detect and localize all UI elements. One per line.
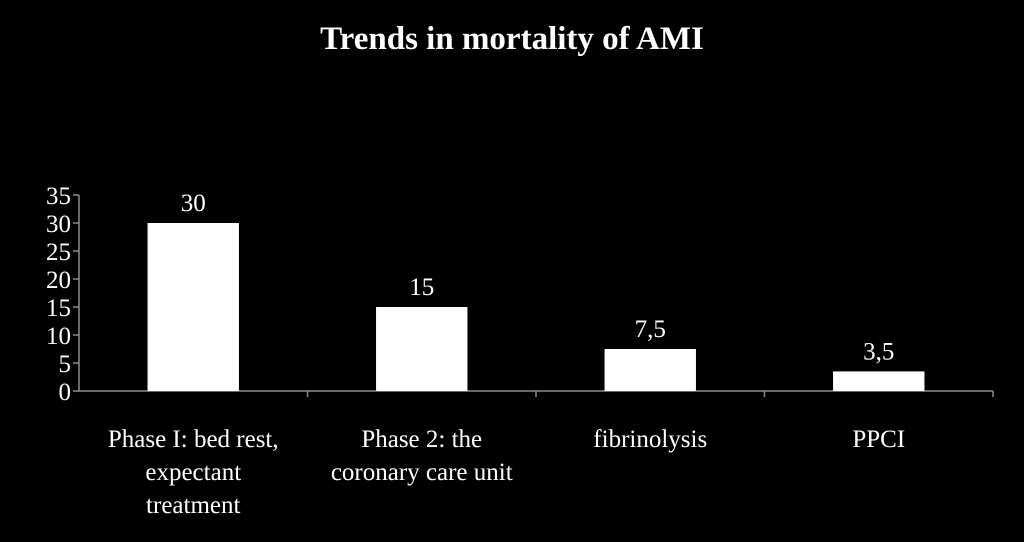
- y-tick-label: 20: [46, 267, 71, 294]
- category-label: PPCI: [852, 426, 905, 453]
- data-label: 15: [409, 274, 434, 301]
- category-label: Phase 2: the coronary care unit: [331, 426, 513, 486]
- bar: [604, 349, 696, 391]
- category-label: fibrinolysis: [593, 426, 707, 453]
- data-label: 7,5: [635, 316, 666, 343]
- bar: [147, 223, 239, 391]
- y-tick-label: 0: [59, 379, 72, 406]
- y-tick-label: 10: [46, 323, 71, 350]
- data-label: 30: [181, 190, 206, 217]
- y-tick-label: 25: [46, 239, 71, 266]
- category-label: Phase I: bed rest, expectant treatment: [108, 426, 279, 519]
- bars: [147, 223, 925, 391]
- bar: [833, 371, 925, 391]
- labels: 30 Phase I: bed rest, expectant treatment 15…: [108, 190, 905, 519]
- chart-title: Trends in mortality of AMI: [320, 21, 704, 57]
- y-tick-label: 35: [46, 183, 71, 210]
- y-tick-label: 5: [59, 351, 72, 378]
- y-tick-label: 30: [46, 211, 71, 238]
- bar: [376, 307, 468, 391]
- data-label: 3,5: [863, 338, 894, 365]
- y-tick-label: 15: [46, 295, 71, 322]
